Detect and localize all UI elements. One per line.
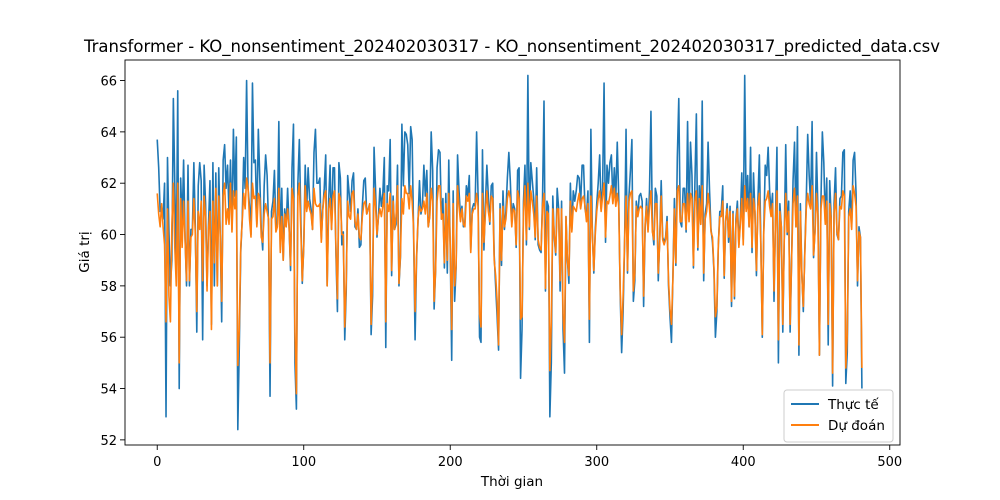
- x-tick-label: 300: [584, 455, 609, 470]
- series-line-actual: [156, 74, 863, 431]
- x-tick-label: 200: [438, 455, 463, 470]
- x-tick-label: 0: [153, 455, 161, 470]
- y-tick-label: 62: [100, 177, 117, 192]
- y-axis: 52 54 56 58 60 62 64 66: [100, 75, 125, 449]
- plot-frame: [124, 59, 901, 446]
- plot-series-group: [156, 74, 863, 431]
- x-tick-label: 100: [291, 455, 316, 470]
- series-line-predicted: [156, 177, 863, 395]
- y-tick-label: 66: [100, 75, 117, 90]
- legend-label-predicted: Dự đoán: [828, 418, 885, 434]
- y-tick-label: 54: [100, 383, 117, 398]
- y-tick-label: 64: [100, 126, 117, 141]
- x-tick-label: 500: [877, 455, 902, 470]
- y-axis-label: Giá trị: [77, 231, 93, 272]
- x-tick-label: 400: [731, 455, 756, 470]
- chart-title: Transformer - KO_nonsentiment_2024020303…: [83, 37, 940, 57]
- legend: Thực tế Dự đoán: [783, 389, 894, 443]
- y-tick-label: 58: [100, 280, 117, 295]
- y-tick-label: 56: [100, 331, 117, 346]
- y-tick-label: 52: [100, 434, 117, 449]
- legend-label-actual: Thực tế: [827, 396, 879, 413]
- x-axis: 0 100 200 300 400 500: [153, 445, 902, 470]
- y-tick-label: 60: [100, 229, 117, 244]
- x-axis-label: Thời gian: [480, 474, 543, 490]
